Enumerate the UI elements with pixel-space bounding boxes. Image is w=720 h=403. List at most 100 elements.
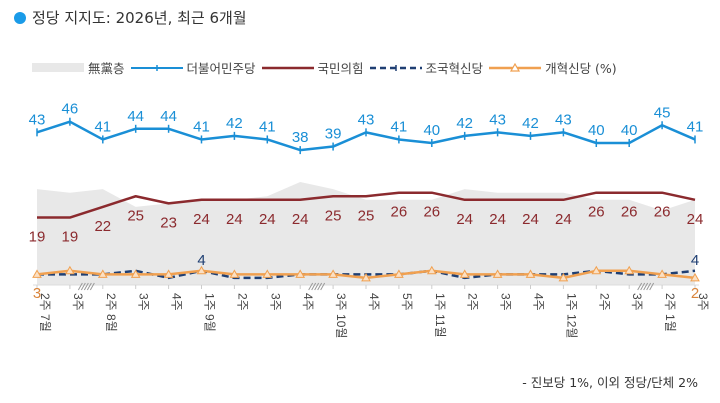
dp-value-label: 39 — [325, 126, 342, 143]
dp-value-label: 44 — [160, 108, 177, 125]
dp-value-label: 40 — [621, 122, 638, 139]
x-tick-label: 4주 — [301, 293, 315, 311]
ppp-value-label: 19 — [62, 229, 79, 246]
legend-label: 국민의힘 — [317, 61, 364, 76]
x-tick-label: 3주 — [137, 293, 151, 311]
x-tick-label: 2주 1월 — [663, 293, 677, 332]
rp-marker-icon — [624, 265, 635, 275]
line-swatch-icon — [261, 66, 314, 69]
ppp-value-label: 24 — [292, 211, 309, 228]
rp-marker-icon — [328, 269, 338, 278]
x-tick-label: 2주 8월 — [104, 293, 118, 332]
independent-area — [37, 182, 695, 285]
x-tick-label: 3주 — [268, 293, 282, 311]
chart-title: 정당 지지도: 2026년, 최근 6개월 — [14, 7, 247, 28]
rp-marker-icon — [558, 272, 569, 282]
dp-value-label: 43 — [555, 111, 572, 128]
rp-marker-icon — [690, 272, 700, 282]
ppp-value-label: 25 — [358, 207, 375, 224]
ppp-value-label: 22 — [94, 218, 111, 235]
rp-marker-icon — [657, 269, 667, 278]
rp-marker-icon — [229, 269, 240, 278]
dp-value-label: 44 — [127, 108, 144, 125]
dp-value-label: 43 — [489, 111, 506, 128]
ppp-value-label: 24 — [193, 211, 210, 228]
rp-marker-icon — [525, 269, 536, 278]
legend-label: 無黨층 — [88, 61, 125, 76]
ppp-value-label: 24 — [456, 211, 473, 228]
x-tick-label: 3주 — [71, 293, 85, 311]
ppp-value-label: 24 — [489, 211, 506, 228]
area-swatch-icon — [32, 63, 84, 72]
dp-value-label: 38 — [292, 129, 309, 146]
ppp-value-label: 25 — [127, 207, 144, 224]
x-tick-label: 4주 — [170, 293, 184, 311]
dp-value-label: 41 — [391, 118, 408, 135]
axis-break-mark — [640, 282, 646, 291]
axis-break-mark — [320, 282, 326, 291]
dp-value-label: 41 — [687, 118, 704, 135]
axis-break-mark — [637, 282, 643, 291]
chart-title-text: 정당 지지도: 2026년, 최근 6개월 — [32, 9, 247, 27]
rp-marker-icon — [459, 269, 470, 278]
legend-label: 조국혁신당 — [425, 61, 484, 76]
legend-label: 더불어민주당 — [186, 61, 256, 76]
dp-value-label: 42 — [456, 115, 473, 132]
axis-break-mark — [86, 282, 92, 291]
ppp-value-label: 24 — [555, 211, 572, 228]
rp-marker-icon — [196, 265, 207, 275]
x-tick-label: 2주 7월 — [38, 293, 52, 332]
ppp-value-label: 26 — [391, 204, 408, 221]
rk-value-label: 4 — [691, 252, 699, 269]
x-tick-label: 3주 10월 — [334, 293, 348, 338]
ppp-value-label: 26 — [621, 204, 638, 221]
rp-value-label: 2 — [691, 285, 699, 302]
rp-marker-icon — [262, 269, 273, 278]
x-tick-label: 2주 — [235, 293, 249, 311]
rk-value-label: 4 — [197, 252, 205, 269]
rp-marker-icon — [361, 272, 371, 282]
legend-item-rp: 개혁신당 (%) — [489, 58, 617, 77]
rp-marker-icon — [130, 269, 141, 278]
x-tick-label: 3주 — [696, 293, 710, 311]
ppp-value-label: 25 — [325, 207, 342, 224]
dp-value-label: 45 — [654, 104, 671, 121]
dp-value-label: 41 — [94, 118, 111, 135]
axis-break-mark — [83, 282, 89, 291]
axis-break-mark — [89, 282, 95, 291]
x-tick-label: 3주 — [499, 293, 513, 311]
rp-marker-icon — [591, 265, 602, 275]
legend-item-rk: 조국혁신당 — [369, 58, 484, 77]
x-tick-label: 3주 — [630, 293, 644, 311]
ppp-value-label: 24 — [522, 211, 539, 228]
line-triangle-swatch-icon — [489, 62, 542, 72]
legend-item-independent: 無黨층 — [32, 58, 125, 77]
footnote: - 진보당 1%, 이외 정당/단체 2% — [522, 375, 698, 390]
ppp-value-label: 24 — [226, 211, 243, 228]
legend-item-dp: 더불어민주당 — [130, 58, 256, 77]
x-tick-label: 1주 12월 — [564, 293, 578, 338]
x-tick-label: 2주 — [597, 293, 611, 311]
axis-break-mark — [80, 282, 86, 291]
rp-marker-icon — [492, 269, 503, 278]
dp-value-label: 41 — [193, 118, 210, 135]
rp-marker-icon — [65, 265, 75, 275]
ppp-value-label: 26 — [588, 204, 605, 221]
dp-value-label: 43 — [29, 111, 46, 128]
ppp-value-label: 19 — [29, 229, 46, 246]
ppp-value-label: 26 — [423, 204, 440, 221]
x-tick-label: 1주 9월 — [203, 293, 217, 332]
axis-break-mark — [77, 282, 83, 291]
dp-value-label: 40 — [423, 122, 440, 139]
dp-value-label: 40 — [588, 122, 605, 139]
ppp-line — [37, 191, 696, 219]
axis-break-mark — [643, 282, 649, 291]
dp-value-label: 41 — [259, 118, 276, 135]
chart-legend: 無黨층 더불어민주당 국민의힘 조국혁신당 개혁신당 (%) — [32, 58, 623, 77]
rp-marker-icon — [32, 269, 42, 278]
rp-marker-icon — [394, 269, 404, 278]
dp-value-label: 43 — [358, 111, 375, 128]
x-tick-label: 5주 — [400, 293, 414, 311]
axis-break-mark — [308, 282, 314, 291]
ppp-value-label: 26 — [654, 204, 671, 221]
